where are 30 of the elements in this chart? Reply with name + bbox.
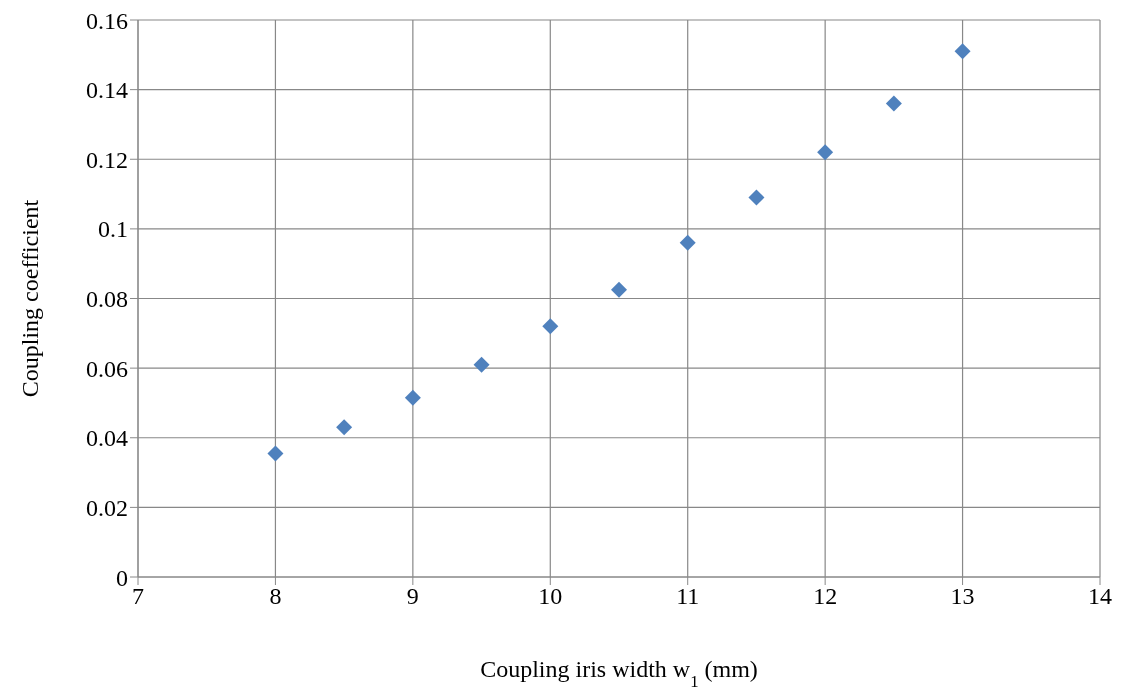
y-tick-label: 0.16 — [86, 7, 128, 34]
point — [748, 189, 765, 206]
point — [336, 419, 353, 436]
y-tick-label: 0.14 — [86, 77, 128, 104]
point — [473, 356, 490, 373]
x-tick-label: 13 — [950, 583, 975, 610]
y-axis-title: Coupling coefficient — [17, 199, 43, 398]
point — [404, 389, 421, 406]
y-tick-label: 0.02 — [86, 494, 128, 521]
x-tick-label: 9 — [406, 583, 419, 610]
x-tick-label: 10 — [538, 583, 563, 610]
y-tick-label: 0.12 — [86, 146, 128, 173]
point — [885, 95, 902, 112]
x-tick-label: 12 — [813, 583, 838, 610]
point — [267, 445, 284, 462]
y-tick-label: 0.08 — [86, 286, 128, 313]
x-axis-title: Coupling iris width w$_{1}$ (mm) — [480, 656, 758, 691]
y-tick-label: 0.04 — [86, 425, 128, 452]
x-tick-label: 8 — [269, 583, 282, 610]
y-tick-label: 0 — [116, 564, 128, 591]
x-tick-label: 11 — [676, 583, 700, 610]
point — [542, 318, 559, 335]
point — [611, 281, 627, 298]
point — [954, 43, 971, 60]
x-tick-label: 7 — [132, 583, 144, 610]
point — [679, 234, 696, 251]
y-tick-label: 0.06 — [86, 355, 128, 382]
x-tick-label: 14 — [1088, 583, 1112, 610]
y-tick-label: 0.1 — [98, 216, 128, 243]
point — [817, 144, 834, 161]
